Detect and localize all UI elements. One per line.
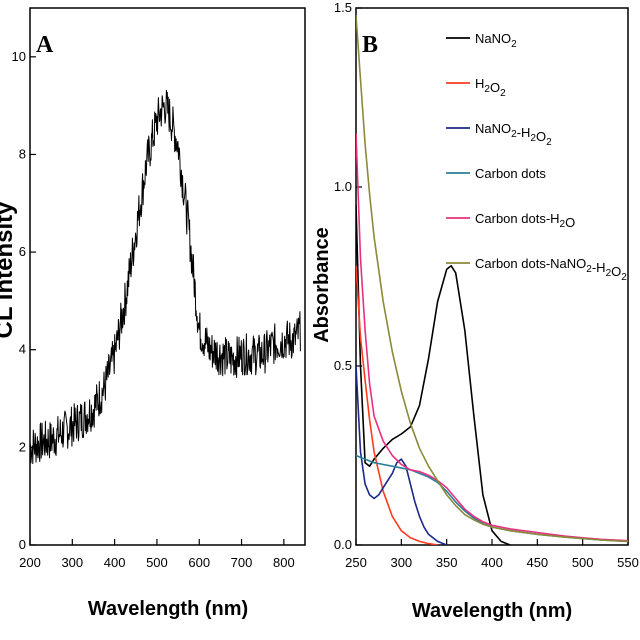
legend-label-part: 2 xyxy=(530,133,536,144)
y-axis-label: Absorbance xyxy=(311,227,333,343)
legend-label-part: 2 xyxy=(500,88,506,99)
legend-label-part: NaNO xyxy=(475,31,511,46)
legend-label: Carbon dots-NaNO2-H2O2 xyxy=(475,256,627,283)
legend-label-part: O xyxy=(611,264,621,279)
x-tick-label: 700 xyxy=(231,555,253,570)
y-tick-label: 2 xyxy=(19,439,26,454)
series-line-5 xyxy=(356,15,628,543)
x-tick-label: 550 xyxy=(617,555,639,570)
y-tick-label: 0.5 xyxy=(334,358,352,373)
y-tick-label: 6 xyxy=(19,244,26,259)
legend-label-part: O xyxy=(490,80,500,95)
x-tick-label: 300 xyxy=(61,555,83,570)
series-line-1 xyxy=(356,265,438,545)
y-tick-label: 4 xyxy=(19,342,26,357)
x-tick-label: 800 xyxy=(273,555,295,570)
x-axis-label: Wavelength (nm) xyxy=(88,598,248,620)
legend-label-part: 2 xyxy=(484,84,490,95)
legend-label: NaNO2-H2O2 xyxy=(475,121,552,148)
x-tick-label: 500 xyxy=(146,555,168,570)
legend-label: NaNO2 xyxy=(475,31,517,50)
panel-a: 200 300 400 500 600 700 800 0 2 4 6 8 10 Wavelength (… xyxy=(0,7,306,620)
x-tick-label: 250 xyxy=(345,555,367,570)
legend-label-part: Carbon dots xyxy=(475,166,546,181)
legend-label-part: 2 xyxy=(586,264,592,275)
panel-letter: B xyxy=(362,32,378,58)
y-tick-label: 0.0 xyxy=(334,537,352,552)
legend-label-part: 2 xyxy=(511,129,517,140)
series-line-4 xyxy=(356,133,628,542)
x-tick-label: 600 xyxy=(188,555,210,570)
x-tick-label: 400 xyxy=(481,555,503,570)
legend-label-part: Carbon dots-NaNO xyxy=(475,256,586,271)
y-tick-label: 1.5 xyxy=(334,0,352,15)
legend-label-part: -H xyxy=(517,125,531,140)
legend-label: H2O2 xyxy=(475,76,506,99)
legend-label-part: H xyxy=(475,76,484,91)
legend-label-part: 2 xyxy=(560,219,566,230)
legend-label-part: 2 xyxy=(546,137,552,148)
y-axis-label: CL intensity xyxy=(0,201,18,339)
legend-label-part: Carbon dots-H xyxy=(475,211,560,226)
y-tick-label: 1.0 xyxy=(334,179,352,194)
legend-label-part: 2 xyxy=(621,272,627,283)
x-tick-label: 450 xyxy=(526,555,548,570)
x-tick-label: 300 xyxy=(390,555,412,570)
legend-label-part: O xyxy=(536,129,546,144)
panel-b: 250 300 350 400 450 500 550 0.0 0.5 1.0 1.5 Wavelen… xyxy=(311,0,639,622)
x-tick-label: 200 xyxy=(19,555,41,570)
x-tick-label: 400 xyxy=(104,555,126,570)
y-tick-label: 0 xyxy=(19,537,26,552)
plot-frame xyxy=(29,7,306,546)
legend-label-part: 2 xyxy=(606,268,612,279)
legend-label-part: O xyxy=(565,215,575,230)
x-tick-label: 350 xyxy=(436,555,458,570)
series-line-0 xyxy=(356,204,511,545)
series-line-2 xyxy=(356,365,447,545)
series-line-0 xyxy=(30,89,301,465)
panel-letter: A xyxy=(36,32,54,58)
x-axis-label: Wavelength (nm) xyxy=(412,600,572,622)
legend-label-part: NaNO xyxy=(475,121,511,136)
legend-label-part: -H xyxy=(592,260,606,275)
y-tick-label: 10 xyxy=(12,49,26,64)
legend-label: Carbon dots-H2O xyxy=(475,211,575,230)
legend-label-part: 2 xyxy=(511,39,517,50)
y-tick-label: 8 xyxy=(19,146,26,161)
x-tick-label: 500 xyxy=(572,555,594,570)
legend-label: Carbon dots xyxy=(475,166,546,181)
